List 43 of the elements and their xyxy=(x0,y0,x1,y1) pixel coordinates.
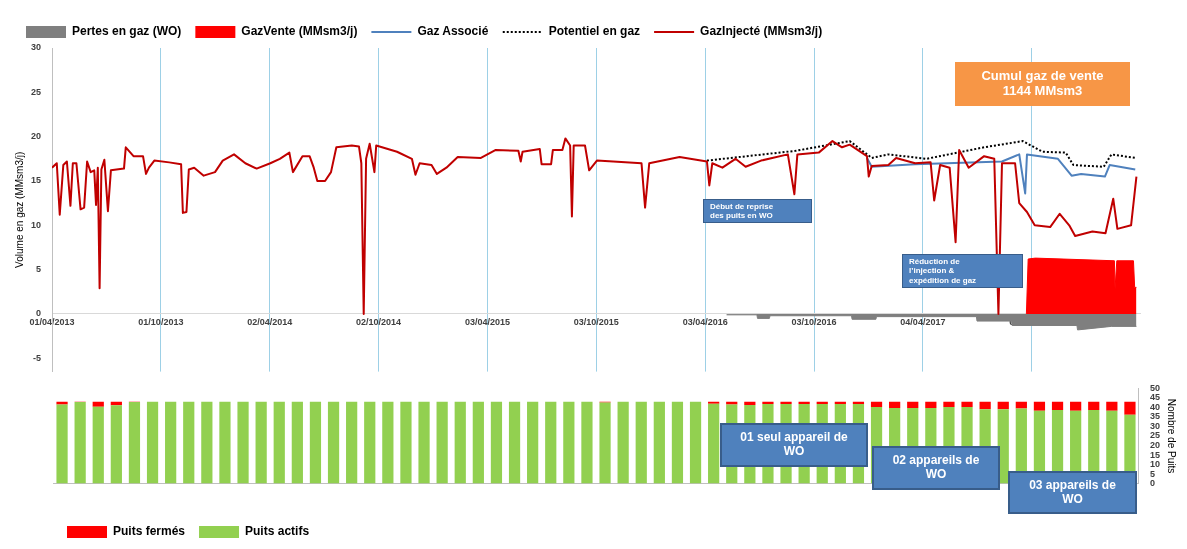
y-tick-label: 40 xyxy=(1149,401,1160,412)
y-tick-label: 35 xyxy=(1149,411,1160,422)
y-tick-label: 15 xyxy=(1149,449,1160,460)
callout-box: Cumul gaz de vente 1144 MMsm3 xyxy=(955,62,1130,106)
x-tick-label: 03/04/2015 xyxy=(464,316,510,327)
legend-label: Gaz Associé xyxy=(417,24,489,39)
x-tick-label: 03/04/2016 xyxy=(682,316,728,327)
x-tick-label: 02/10/2014 xyxy=(356,316,402,327)
callout-box: Réduction de l’injection & expédition de gaz xyxy=(902,254,1023,288)
legend-label: Puits fermés xyxy=(113,524,186,539)
callout-box: 03 appareils de WO xyxy=(1008,471,1137,514)
y-tick-label: 15 xyxy=(31,175,42,186)
y-tick-label: 30 xyxy=(1149,420,1160,431)
y-tick-label: 5 xyxy=(1149,468,1155,479)
y-tick-label: 0 xyxy=(36,308,42,319)
callout-box: 02 appareils de WO xyxy=(872,446,1000,490)
y-axis-title: Volume en gaz (MMsm3/j) xyxy=(13,151,25,268)
y-tick-label: 50 xyxy=(1149,382,1160,393)
x-tick-label: 01/10/2013 xyxy=(138,316,184,327)
legend-label: Pertes en gaz (WO) xyxy=(72,24,182,39)
legend-label: GazVente (MMsm3/j) xyxy=(241,24,358,39)
y-tick-label: 20 xyxy=(1149,440,1160,450)
y-tick-label: 30 xyxy=(31,42,42,53)
legend-label: GazInjecté (MMsm3/j) xyxy=(700,24,823,39)
legend-label: Puits actifs xyxy=(245,524,310,539)
y-tick-label: 0 xyxy=(1149,478,1155,489)
x-tick-label: 02/04/2014 xyxy=(247,316,293,327)
y-tick-label: 10 xyxy=(1149,459,1160,470)
y-axis-title: Nombre de Puits xyxy=(1166,398,1178,474)
y-tick-label: 45 xyxy=(1149,392,1160,403)
x-tick-label: 04/04/2017 xyxy=(900,316,946,327)
x-tick-label: 01/04/2013 xyxy=(29,316,75,327)
y-tick-label: 25 xyxy=(31,86,42,97)
y-tick-label: 10 xyxy=(31,219,42,230)
callout-box: 01 seul appareil de WO xyxy=(720,423,868,467)
y-tick-label: 20 xyxy=(31,131,42,142)
y-tick-label: 25 xyxy=(1149,430,1160,441)
callout-box: Début de reprise des puits en WO xyxy=(703,199,812,224)
x-tick-label: 03/10/2015 xyxy=(573,316,619,327)
y-tick-label: 5 xyxy=(36,264,42,275)
y-tick-label: -5 xyxy=(33,352,42,363)
x-tick-label: 03/10/2016 xyxy=(791,316,837,327)
legend-label: Potentiel en gaz xyxy=(548,24,641,39)
